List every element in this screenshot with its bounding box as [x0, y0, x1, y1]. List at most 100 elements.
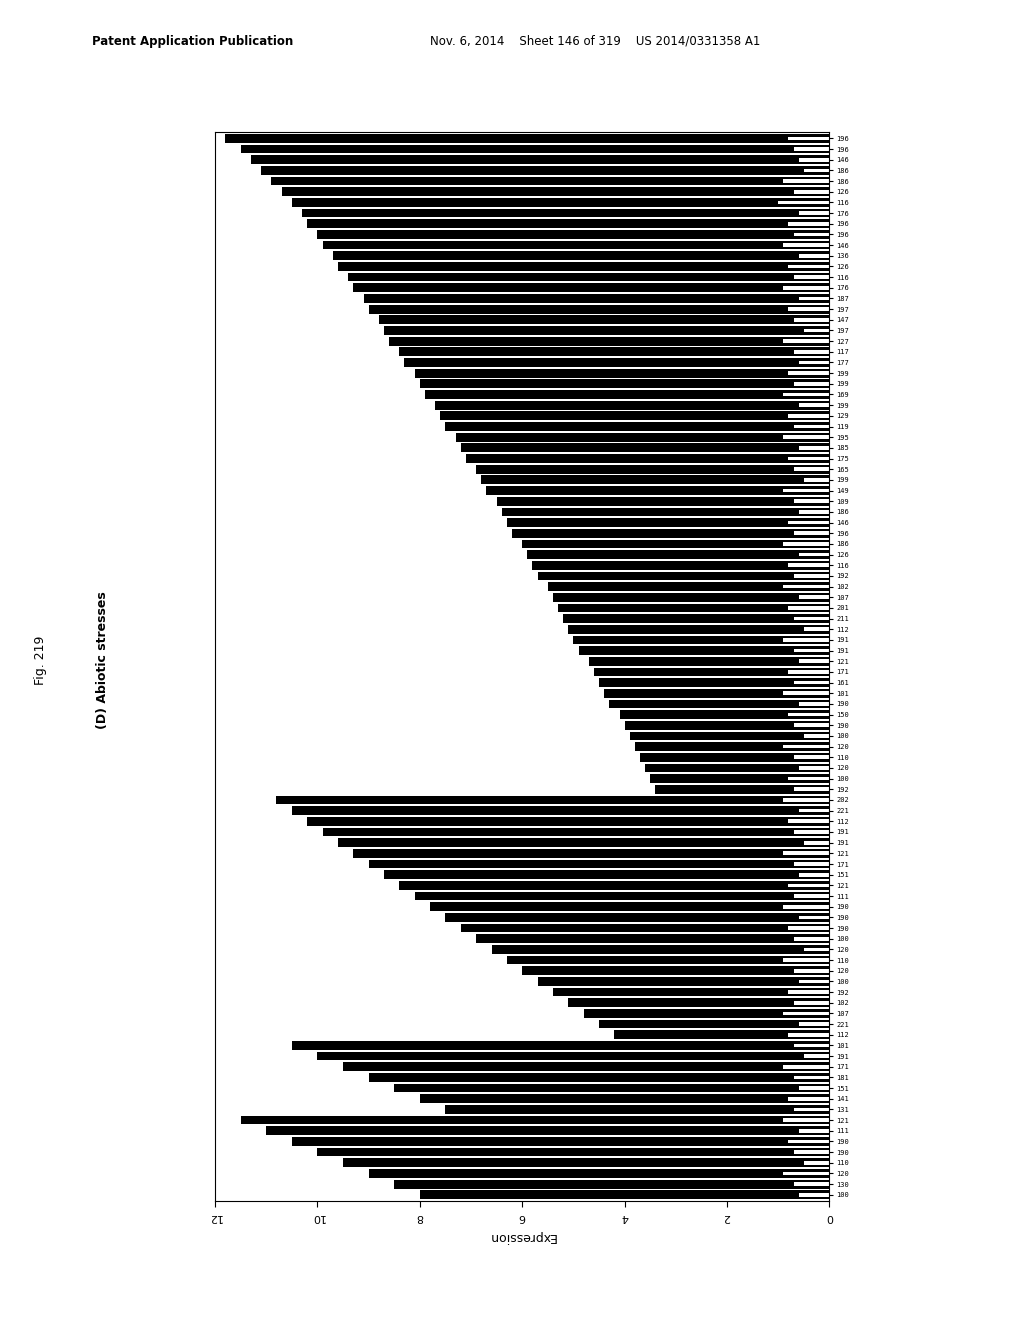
Bar — [788, 713, 829, 717]
Bar — [794, 648, 829, 652]
Bar — [589, 657, 829, 665]
Bar — [292, 1041, 829, 1049]
Bar — [783, 1118, 829, 1122]
Bar — [799, 1086, 829, 1090]
Bar — [369, 1170, 829, 1177]
Bar — [783, 543, 829, 545]
Bar — [794, 894, 829, 898]
Bar — [481, 475, 829, 484]
Bar — [548, 582, 829, 591]
Bar — [538, 572, 829, 581]
Bar — [476, 465, 829, 474]
Bar — [788, 264, 829, 268]
Bar — [788, 671, 829, 673]
Bar — [251, 156, 829, 164]
X-axis label: Expression: Expression — [488, 1230, 556, 1243]
Bar — [241, 1115, 829, 1125]
Bar — [271, 177, 829, 186]
Bar — [558, 603, 829, 612]
Bar — [379, 315, 829, 325]
Bar — [599, 1019, 829, 1028]
Bar — [261, 166, 829, 174]
Bar — [630, 731, 829, 741]
Bar — [323, 240, 829, 249]
Bar — [292, 807, 829, 814]
Bar — [799, 1022, 829, 1026]
Bar — [788, 883, 829, 887]
Bar — [307, 817, 829, 826]
Bar — [794, 937, 829, 941]
Bar — [783, 904, 829, 908]
Bar — [369, 859, 829, 869]
Bar — [799, 873, 829, 876]
Bar — [783, 180, 829, 183]
Bar — [794, 862, 829, 866]
Bar — [343, 1159, 829, 1167]
Bar — [456, 433, 829, 442]
Bar — [783, 1065, 829, 1069]
Bar — [415, 368, 829, 378]
Bar — [799, 595, 829, 599]
Bar — [635, 742, 829, 751]
Bar — [492, 945, 829, 954]
Bar — [788, 371, 829, 375]
Bar — [799, 979, 829, 983]
Bar — [799, 360, 829, 364]
Bar — [783, 1172, 829, 1175]
Bar — [302, 209, 829, 218]
Bar — [804, 734, 829, 738]
Bar — [783, 958, 829, 962]
Bar — [804, 169, 829, 172]
Bar — [512, 529, 829, 537]
Bar — [804, 948, 829, 952]
Bar — [532, 561, 829, 570]
Bar — [788, 776, 829, 780]
Bar — [783, 585, 829, 589]
Bar — [783, 243, 829, 247]
Bar — [804, 841, 829, 845]
Bar — [445, 913, 829, 921]
Bar — [794, 425, 829, 429]
Bar — [317, 1052, 829, 1060]
Bar — [794, 1044, 829, 1047]
Bar — [604, 689, 829, 698]
Bar — [783, 339, 829, 343]
Bar — [609, 700, 829, 709]
Bar — [266, 1126, 829, 1135]
Bar — [788, 606, 829, 610]
Bar — [343, 1063, 829, 1071]
Bar — [369, 305, 829, 314]
Bar — [625, 721, 829, 730]
Bar — [799, 1129, 829, 1133]
Bar — [389, 337, 829, 346]
Bar — [799, 510, 829, 513]
Bar — [794, 1076, 829, 1080]
Bar — [323, 828, 829, 837]
Bar — [788, 564, 829, 568]
Bar — [804, 1162, 829, 1164]
Bar — [788, 222, 829, 226]
Bar — [788, 990, 829, 994]
Bar — [599, 678, 829, 686]
Bar — [794, 232, 829, 236]
Bar — [799, 766, 829, 770]
Bar — [461, 444, 829, 453]
Bar — [794, 1107, 829, 1111]
Bar — [435, 401, 829, 409]
Bar — [507, 956, 829, 965]
Bar — [799, 253, 829, 257]
Bar — [799, 211, 829, 215]
Bar — [788, 1139, 829, 1143]
Bar — [783, 286, 829, 289]
Bar — [804, 627, 829, 631]
Bar — [394, 1180, 829, 1188]
Bar — [804, 478, 829, 482]
Bar — [799, 1193, 829, 1197]
Bar — [522, 966, 829, 975]
Bar — [486, 486, 829, 495]
Bar — [241, 145, 829, 153]
Bar — [538, 977, 829, 986]
Bar — [568, 998, 829, 1007]
Bar — [799, 916, 829, 919]
Bar — [430, 903, 829, 911]
